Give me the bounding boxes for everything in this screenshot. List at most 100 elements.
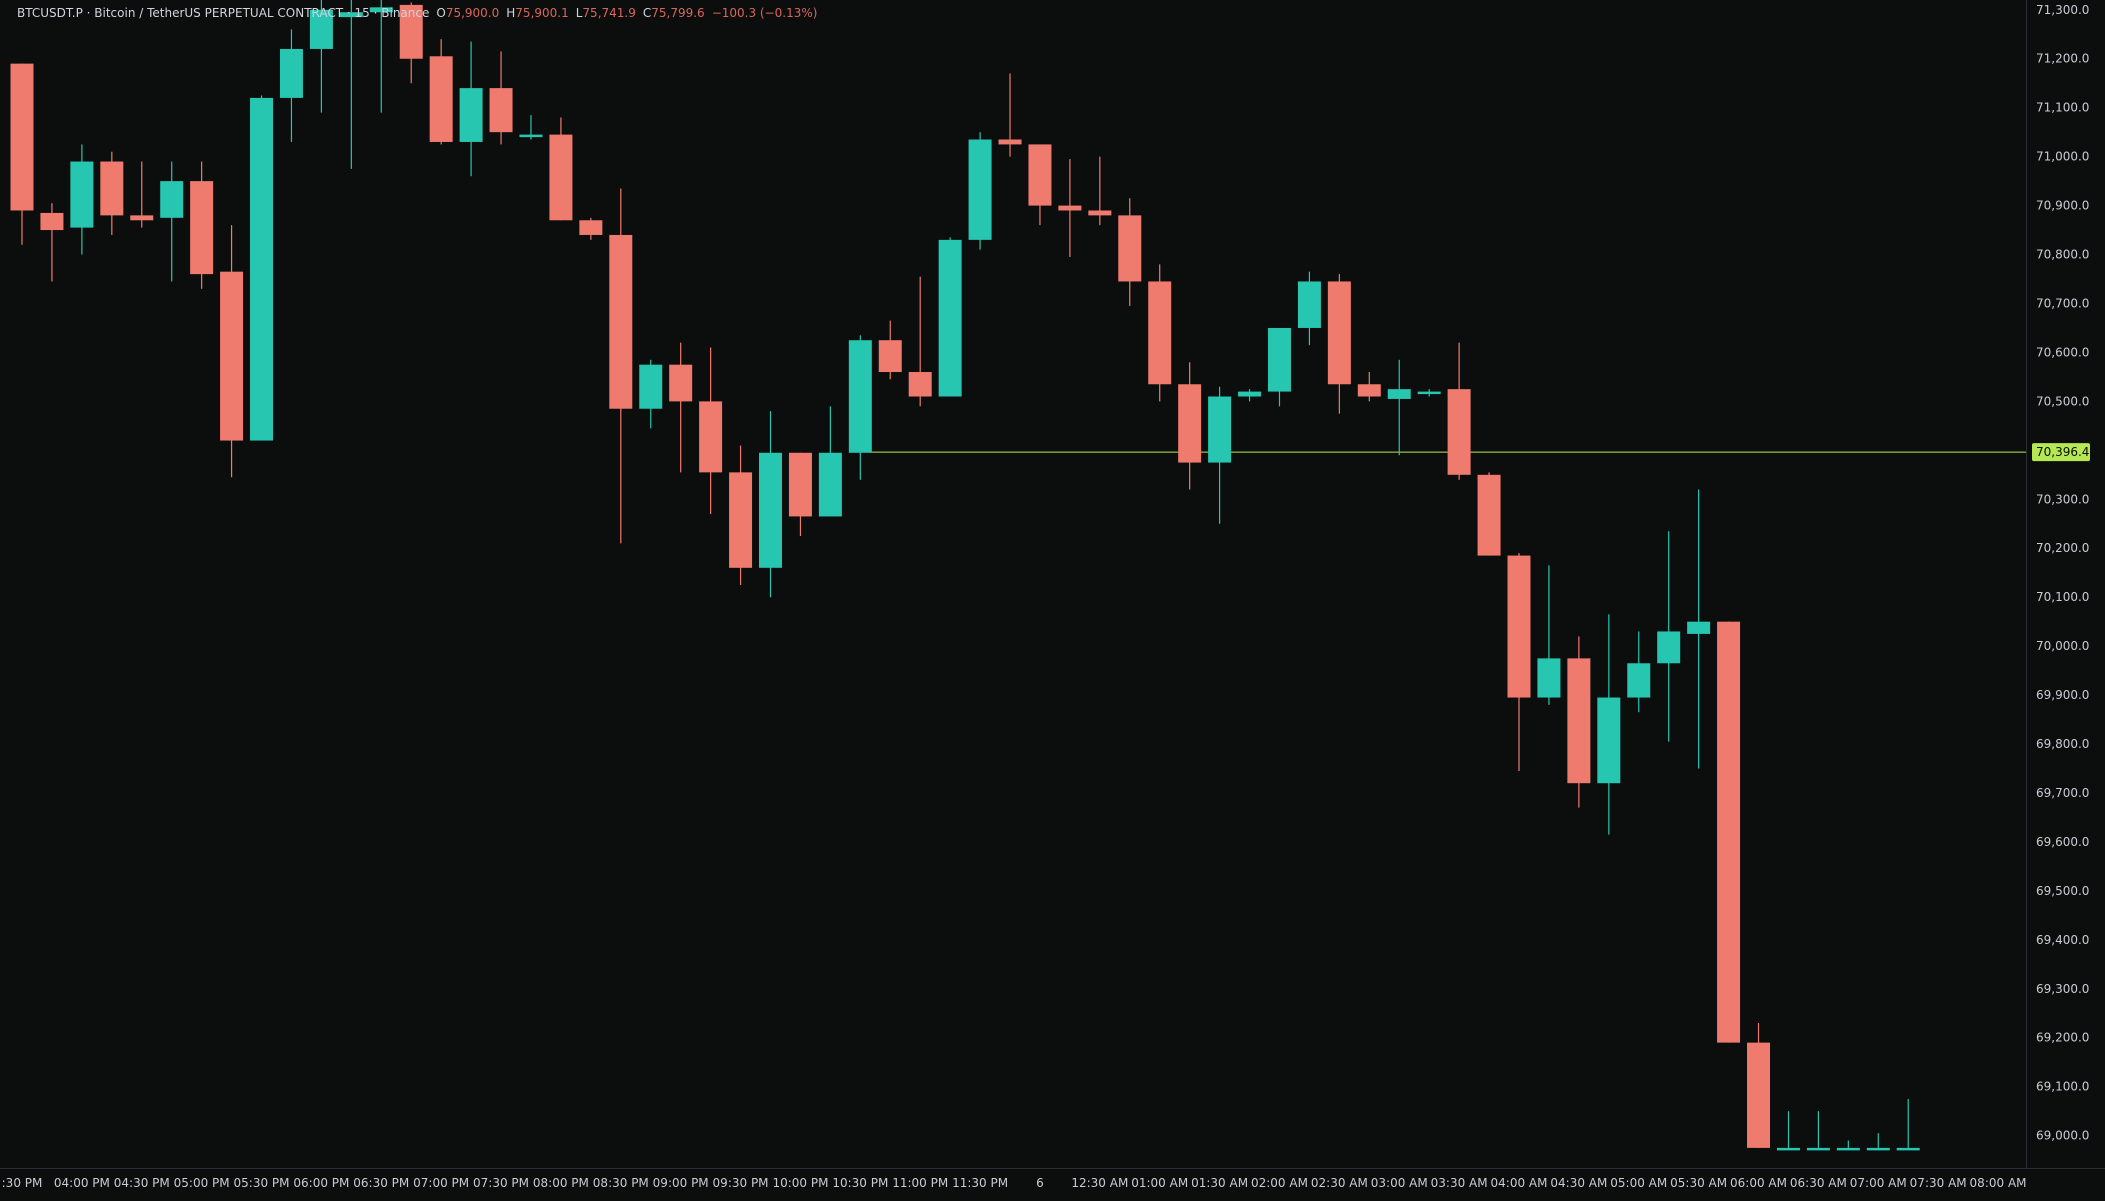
candle-body-down[interactable] xyxy=(40,212,64,231)
candle-body-down[interactable] xyxy=(609,234,633,409)
price-tick-label: 69,500.0 xyxy=(2036,884,2089,898)
candle-body-down[interactable] xyxy=(1567,658,1591,784)
candle-body-down[interactable] xyxy=(579,220,603,235)
candle-body-down[interactable] xyxy=(908,372,932,397)
candle-body-up[interactable] xyxy=(1238,391,1262,397)
candle-body-up[interactable] xyxy=(1387,389,1411,399)
candle-body-up[interactable] xyxy=(1776,1147,1800,1151)
candle-body-up[interactable] xyxy=(70,161,94,228)
candle-body-down[interactable] xyxy=(1447,389,1471,475)
candle-body-up[interactable] xyxy=(250,97,274,441)
time-tick-label: 06:30 AM xyxy=(1790,1176,1847,1190)
candle-body-up[interactable] xyxy=(1866,1147,1890,1151)
candle-body-down[interactable] xyxy=(1028,144,1052,206)
candle-body-up[interactable] xyxy=(1687,621,1711,634)
candle-body-down[interactable] xyxy=(1747,1042,1771,1148)
candle-body-down[interactable] xyxy=(489,88,513,133)
price-tick-label: 70,600.0 xyxy=(2036,345,2089,359)
candle-body-up[interactable] xyxy=(1597,697,1621,784)
time-tick-label: 02:30 AM xyxy=(1311,1176,1368,1190)
time-tick-label: 6 xyxy=(1036,1176,1044,1190)
candle-body-down[interactable] xyxy=(788,452,812,517)
candle-body-up[interactable] xyxy=(1836,1147,1860,1151)
candle-body-up[interactable] xyxy=(1896,1147,1920,1151)
candle-body-down[interactable] xyxy=(669,364,693,402)
time-tick-label: 11:30 PM xyxy=(952,1176,1008,1190)
candle-body-down[interactable] xyxy=(729,472,753,568)
candle-body-down[interactable] xyxy=(1327,281,1351,385)
candle-body-up[interactable] xyxy=(339,12,363,18)
symbol-title[interactable]: BTCUSDT.P · Bitcoin / TetherUS PERPETUAL… xyxy=(17,6,430,20)
time-tick-label: 08:30 PM xyxy=(593,1176,649,1190)
time-tick-label: 06:00 AM xyxy=(1730,1176,1787,1190)
candle-body-down[interactable] xyxy=(878,340,902,373)
price-tick-label: 69,800.0 xyxy=(2036,737,2089,751)
close-value: 75,799.6 xyxy=(651,6,705,20)
high-label: H xyxy=(506,6,516,20)
candle-body-down[interactable] xyxy=(100,161,124,216)
candle-body-down[interactable] xyxy=(998,139,1022,145)
candle-body-down[interactable] xyxy=(1178,384,1202,463)
candle-body-down[interactable] xyxy=(549,134,573,221)
candle-body-up[interactable] xyxy=(1417,391,1441,395)
candle-body-down[interactable] xyxy=(429,56,453,142)
candle-body-down[interactable] xyxy=(190,181,214,275)
candle-body-down[interactable] xyxy=(220,271,244,441)
candle-body-up[interactable] xyxy=(848,340,872,453)
time-tick-label: 04:30 AM xyxy=(1550,1176,1607,1190)
candle-body-up[interactable] xyxy=(1297,281,1321,328)
time-tick-label: 09:30 PM xyxy=(713,1176,769,1190)
current-price-tag-label: 70,396.4 xyxy=(2036,445,2089,459)
candle-body-down[interactable] xyxy=(1357,384,1381,397)
candle-body-up[interactable] xyxy=(818,452,842,517)
close-label: C xyxy=(642,6,652,20)
price-tick-label: 69,000.0 xyxy=(2036,1129,2089,1143)
change-value: −100.3 (−0.13%) xyxy=(711,6,818,20)
candle-body-up[interactable] xyxy=(1208,396,1232,463)
time-tick-label: 05:00 PM xyxy=(174,1176,230,1190)
price-tick-label: 70,300.0 xyxy=(2036,492,2089,506)
candle-body-down[interactable] xyxy=(699,401,723,473)
time-tick-label: 06:30 PM xyxy=(353,1176,409,1190)
time-tick-label: 06:00 PM xyxy=(293,1176,349,1190)
time-tick-label: 04:00 PM xyxy=(54,1176,110,1190)
price-tick-label: 71,000.0 xyxy=(2036,150,2089,164)
candle-body-down[interactable] xyxy=(1717,621,1741,1043)
time-tick-label: 05:30 AM xyxy=(1670,1176,1727,1190)
candle-body-up[interactable] xyxy=(160,181,184,218)
candle-body-up[interactable] xyxy=(938,239,962,397)
candle-body-up[interactable] xyxy=(639,364,663,409)
price-tick-label: 69,400.0 xyxy=(2036,933,2089,947)
candle-body-down[interactable] xyxy=(10,63,34,211)
candle-body-up[interactable] xyxy=(459,88,483,142)
candle-body-down[interactable] xyxy=(130,215,154,221)
candle-body-up[interactable] xyxy=(1627,663,1651,698)
candle-body-up[interactable] xyxy=(369,7,393,13)
time-tick-label: 05:00 AM xyxy=(1610,1176,1667,1190)
price-tick-label: 70,700.0 xyxy=(2036,296,2089,310)
candle-body-down[interactable] xyxy=(399,4,423,59)
candle-body-down[interactable] xyxy=(1058,205,1082,211)
candle-body-up[interactable] xyxy=(279,48,303,98)
candle-body-down[interactable] xyxy=(1477,474,1501,556)
time-tick-label: 07:30 PM xyxy=(473,1176,529,1190)
time-tick-label: 09:00 PM xyxy=(653,1176,709,1190)
time-tick-label: 10:30 PM xyxy=(832,1176,888,1190)
candle-body-up[interactable] xyxy=(519,134,543,138)
candle-body-up[interactable] xyxy=(309,9,333,49)
candle-body-up[interactable] xyxy=(759,452,782,568)
candle-body-down[interactable] xyxy=(1148,281,1172,385)
candle-body-down[interactable] xyxy=(1507,555,1531,698)
candle-body-up[interactable] xyxy=(1267,327,1291,392)
candle-body-down[interactable] xyxy=(1118,215,1142,282)
candle-body-up[interactable] xyxy=(1806,1147,1830,1151)
candle-body-up[interactable] xyxy=(1657,631,1681,664)
high-value: 75,900.1 xyxy=(515,6,569,20)
candle-body-up[interactable] xyxy=(1537,658,1561,698)
low-label: L xyxy=(575,6,583,20)
price-tick-label: 70,500.0 xyxy=(2036,394,2089,408)
candle-body-down[interactable] xyxy=(1088,210,1112,216)
candle-body-up[interactable] xyxy=(968,139,992,240)
